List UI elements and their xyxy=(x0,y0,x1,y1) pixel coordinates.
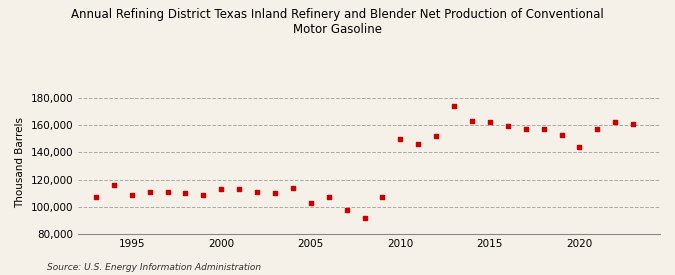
Point xyxy=(198,192,209,197)
Point xyxy=(431,134,441,138)
Point xyxy=(305,200,316,205)
Point xyxy=(610,120,620,125)
Point xyxy=(126,192,137,197)
Point xyxy=(269,191,280,196)
Point xyxy=(574,145,585,149)
Point xyxy=(288,186,298,190)
Point xyxy=(413,142,424,146)
Point xyxy=(359,216,370,220)
Point xyxy=(449,104,460,108)
Point xyxy=(144,190,155,194)
Point xyxy=(502,124,513,129)
Point xyxy=(162,190,173,194)
Point xyxy=(90,195,101,200)
Point xyxy=(592,127,603,131)
Point xyxy=(556,133,567,137)
Point xyxy=(538,127,549,131)
Point xyxy=(485,120,495,125)
Point xyxy=(342,208,352,213)
Point xyxy=(377,195,388,200)
Point xyxy=(252,190,263,194)
Point xyxy=(395,136,406,141)
Point xyxy=(323,195,334,200)
Point xyxy=(628,122,639,126)
Point xyxy=(216,187,227,191)
Point xyxy=(520,127,531,131)
Point xyxy=(180,191,191,196)
Point xyxy=(234,187,244,191)
Point xyxy=(109,183,119,187)
Y-axis label: Thousand Barrels: Thousand Barrels xyxy=(15,117,25,208)
Text: Annual Refining District Texas Inland Refinery and Blender Net Production of Con: Annual Refining District Texas Inland Re… xyxy=(71,8,604,36)
Text: Source: U.S. Energy Information Administration: Source: U.S. Energy Information Administ… xyxy=(47,263,261,272)
Point xyxy=(466,119,477,123)
